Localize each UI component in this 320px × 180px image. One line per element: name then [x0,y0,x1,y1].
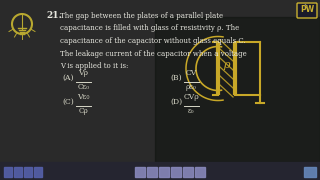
Bar [24,167,32,177]
Text: CVρ: CVρ [183,93,199,101]
Bar [147,167,157,177]
Text: 21.: 21. [46,11,62,20]
Bar [34,167,42,177]
Bar [171,167,181,177]
Text: The leakage current of the capacitor when a voltage: The leakage current of the capacitor whe… [60,50,247,57]
Bar [159,167,169,177]
Text: PW: PW [300,6,314,15]
Text: capacitance is filled with glass of resistivity ρ. The: capacitance is filled with glass of resi… [60,24,239,33]
Text: capacitance of the capacitor without glass equals C.: capacitance of the capacitor without gla… [60,37,246,45]
Text: Cρ: Cρ [78,107,88,115]
Bar [0,162,320,180]
Bar [304,167,316,177]
Text: (C): (C) [62,98,74,106]
FancyBboxPatch shape [297,3,317,18]
Bar [195,167,205,177]
Text: V is applied to it is:: V is applied to it is: [60,62,128,70]
Bar [183,167,193,177]
Text: (A): (A) [62,74,74,82]
Text: (D): (D) [170,98,182,106]
Text: Vρ: Vρ [78,69,88,77]
Bar [14,167,22,177]
Bar [4,167,12,177]
Text: Cε₀: Cε₀ [77,83,89,91]
Text: (B): (B) [170,74,182,82]
Text: The gap between the plates of a parallel plate: The gap between the plates of a parallel… [60,12,223,20]
Bar [155,17,320,162]
Text: CV: CV [186,69,197,77]
Text: ε₀: ε₀ [188,107,195,115]
Bar [135,167,145,177]
Text: 1: 1 [303,4,307,9]
Text: Vε₀: Vε₀ [77,93,90,101]
Text: ρε₀: ρε₀ [186,83,197,91]
Text: ρ: ρ [223,60,230,69]
